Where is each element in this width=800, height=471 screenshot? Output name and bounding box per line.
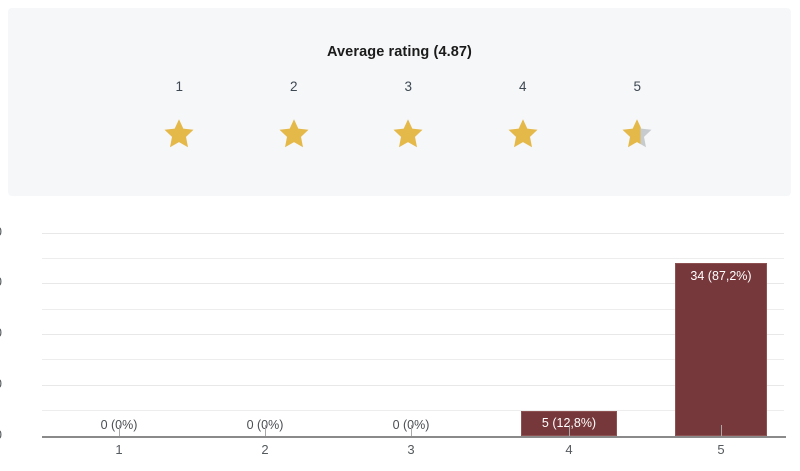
- x-tick-mark-5: [721, 425, 722, 436]
- star-cell-3: 3: [351, 78, 466, 149]
- page-title: Average rating (4.87): [326, 44, 472, 60]
- gridline-20: [42, 334, 784, 335]
- star-icon: [163, 118, 195, 149]
- star-icon: [278, 118, 310, 149]
- x-tick-mark-3: [411, 425, 412, 436]
- gridline-10: [42, 385, 784, 386]
- x-axis-label-5: 5: [717, 442, 725, 457]
- x-axis-line: [42, 436, 786, 438]
- bar-rating-5[interactable]: [675, 263, 767, 436]
- bar-label-4: 5 (12,8%): [541, 415, 597, 430]
- average-rating-card: Average rating (4.87) 1 2: [8, 8, 791, 196]
- star-index-label: 4: [518, 79, 527, 94]
- star-icon: [392, 118, 424, 149]
- x-axis-label-1: 1: [115, 442, 123, 457]
- x-tick-mark-4: [569, 425, 570, 436]
- gridline-40: [42, 233, 784, 234]
- rating-distribution-chart: 0 (0%) 0 (0%) 0 (0%) 5 (12,8%) 34 (87,2%…: [0, 210, 800, 471]
- gridline-30: [42, 283, 784, 284]
- star-icon: [507, 118, 539, 149]
- star-cell-2: 2: [237, 78, 352, 149]
- x-axis-label-3: 3: [407, 442, 415, 457]
- x-axis-label-4: 4: [565, 442, 573, 457]
- gridline-25: [42, 309, 784, 310]
- x-tick-mark-1: [119, 425, 120, 436]
- star-rating-row: 1 2: [16, 78, 799, 149]
- bar-label-5: 34 (87,2%): [690, 268, 752, 283]
- star-cell-5: 5: [580, 78, 695, 149]
- star-partial-icon: [621, 118, 653, 149]
- x-tick-mark-2: [265, 425, 266, 436]
- star-cell-1: 1: [122, 78, 237, 149]
- star-cell-4: 4: [466, 78, 581, 149]
- star-index-label: 3: [404, 79, 412, 94]
- star-index-label: 1: [175, 79, 183, 94]
- gridline-15: [42, 359, 784, 360]
- gridline-35: [42, 258, 784, 259]
- gridline-5: [42, 410, 784, 411]
- x-axis-label-2: 2: [261, 442, 269, 457]
- star-index-label: 2: [289, 79, 298, 94]
- star-index-label: 5: [633, 79, 641, 94]
- plot-area: 0 (0%) 0 (0%) 0 (0%) 5 (12,8%) 34 (87,2%…: [42, 233, 784, 437]
